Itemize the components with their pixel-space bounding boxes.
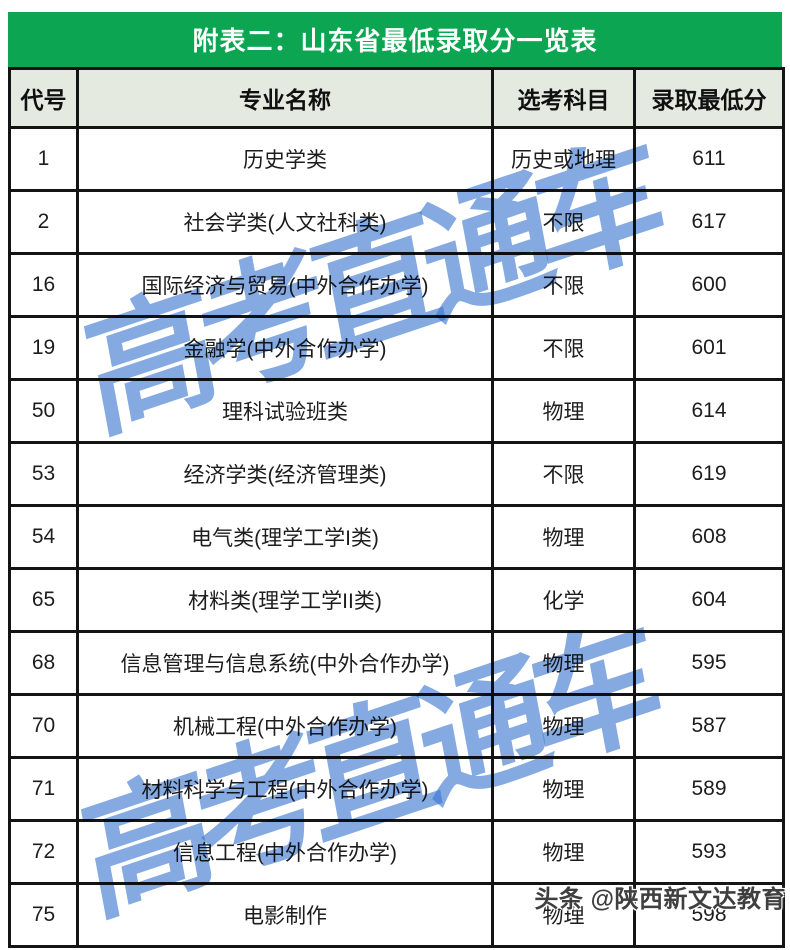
- table-row: 16 国际经济与贸易(中外合作办学) 不限 600: [8, 252, 785, 318]
- cell-major: 信息管理与信息系统(中外合作办学): [76, 630, 494, 696]
- cell-subjects: 物理: [491, 693, 636, 759]
- column-header-subjects: 选考科目: [491, 67, 636, 129]
- cell-min_score: 608: [633, 504, 785, 570]
- cell-code: 54: [8, 504, 79, 570]
- table-row: 72 信息工程(中外合作办学) 物理 593: [8, 819, 785, 885]
- cell-code: 50: [8, 378, 79, 444]
- cell-subjects: 历史或地理: [491, 126, 636, 192]
- cell-major: 金融学(中外合作办学): [76, 315, 494, 381]
- cell-subjects: 物理: [491, 756, 636, 822]
- cell-min_score: 587: [633, 693, 785, 759]
- cell-code: 72: [8, 819, 79, 885]
- cell-min_score: 619: [633, 441, 785, 507]
- page: 附表二：山东省最低录取分一览表 代号 专业名称 选考科目 录取最低分 1 历史学类 历史或…: [8, 12, 786, 948]
- table-row: 65 材料类(理学工学II类) 化学 604: [8, 567, 785, 633]
- table-row: 19 金融学(中外合作办学) 不限 601: [8, 315, 785, 381]
- cell-subjects: 不限: [491, 441, 636, 507]
- table-row: 68 信息管理与信息系统(中外合作办学) 物理 595: [8, 630, 785, 696]
- cell-major: 经济学类(经济管理类): [76, 441, 494, 507]
- table-title-bar: 附表二：山东省最低录取分一览表: [8, 12, 782, 67]
- cell-min_score: 589: [633, 756, 785, 822]
- cell-code: 68: [8, 630, 79, 696]
- table-row: 2 社会学类(人文社科类) 不限 617: [8, 189, 785, 255]
- header-row: 代号 专业名称 选考科目 录取最低分: [8, 67, 785, 129]
- column-header-min_score: 录取最低分: [633, 67, 785, 129]
- cell-code: 16: [8, 252, 79, 318]
- cell-min_score: 604: [633, 567, 785, 633]
- cell-min_score: 593: [633, 819, 785, 885]
- cell-major: 理科试验班类: [76, 378, 494, 444]
- cell-subjects: 物理: [491, 630, 636, 696]
- table-body: 1 历史学类 历史或地理 611 2 社会学类(人文社科类) 不限 617 16 国际经济与贸易(…: [8, 126, 785, 948]
- cell-code: 53: [8, 441, 79, 507]
- cell-code: 65: [8, 567, 79, 633]
- cell-subjects: 物理: [491, 504, 636, 570]
- table-row: 1 历史学类 历史或地理 611: [8, 126, 785, 192]
- cell-code: 71: [8, 756, 79, 822]
- cell-major: 电气类(理学工学I类): [76, 504, 494, 570]
- cell-subjects: 物理: [491, 882, 636, 948]
- cell-code: 75: [8, 882, 79, 948]
- table-row: 75 电影制作 物理 598: [8, 882, 785, 948]
- cell-subjects: 物理: [491, 378, 636, 444]
- cell-min_score: 617: [633, 189, 785, 255]
- cell-major: 电影制作: [76, 882, 494, 948]
- column-header-major: 专业名称: [76, 67, 494, 129]
- cell-subjects: 不限: [491, 315, 636, 381]
- table-header: 代号 专业名称 选考科目 录取最低分: [8, 67, 785, 129]
- cell-min_score: 601: [633, 315, 785, 381]
- column-header-code: 代号: [8, 67, 79, 129]
- cell-major: 信息工程(中外合作办学): [76, 819, 494, 885]
- table-row: 50 理科试验班类 物理 614: [8, 378, 785, 444]
- cell-min_score: 611: [633, 126, 785, 192]
- score-table: 代号 专业名称 选考科目 录取最低分 1 历史学类 历史或地理 611 2 社会学类(人文社科类…: [8, 67, 785, 948]
- table-title: 附表二：山东省最低录取分一览表: [192, 26, 598, 56]
- cell-code: 70: [8, 693, 79, 759]
- cell-subjects: 物理: [491, 819, 636, 885]
- cell-major: 历史学类: [76, 126, 494, 192]
- cell-major: 材料科学与工程(中外合作办学): [76, 756, 494, 822]
- cell-min_score: 598: [633, 882, 785, 948]
- cell-subjects: 不限: [491, 189, 636, 255]
- cell-subjects: 化学: [491, 567, 636, 633]
- table-row: 70 机械工程(中外合作办学) 物理 587: [8, 693, 785, 759]
- cell-min_score: 614: [633, 378, 785, 444]
- cell-code: 19: [8, 315, 79, 381]
- cell-major: 材料类(理学工学II类): [76, 567, 494, 633]
- cell-code: 1: [8, 126, 79, 192]
- cell-major: 社会学类(人文社科类): [76, 189, 494, 255]
- cell-min_score: 595: [633, 630, 785, 696]
- cell-subjects: 不限: [491, 252, 636, 318]
- table-row: 53 经济学类(经济管理类) 不限 619: [8, 441, 785, 507]
- table-row: 71 材料科学与工程(中外合作办学) 物理 589: [8, 756, 785, 822]
- cell-major: 机械工程(中外合作办学): [76, 693, 494, 759]
- table-row: 54 电气类(理学工学I类) 物理 608: [8, 504, 785, 570]
- cell-min_score: 600: [633, 252, 785, 318]
- cell-code: 2: [8, 189, 79, 255]
- cell-major: 国际经济与贸易(中外合作办学): [76, 252, 494, 318]
